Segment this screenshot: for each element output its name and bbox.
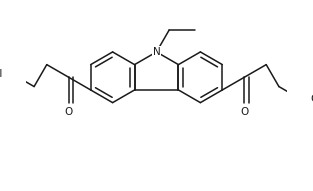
Text: Cl: Cl — [0, 69, 3, 79]
Text: O: O — [240, 107, 249, 117]
Text: Cl: Cl — [310, 94, 313, 104]
Text: N: N — [153, 47, 160, 57]
Text: O: O — [64, 107, 73, 117]
